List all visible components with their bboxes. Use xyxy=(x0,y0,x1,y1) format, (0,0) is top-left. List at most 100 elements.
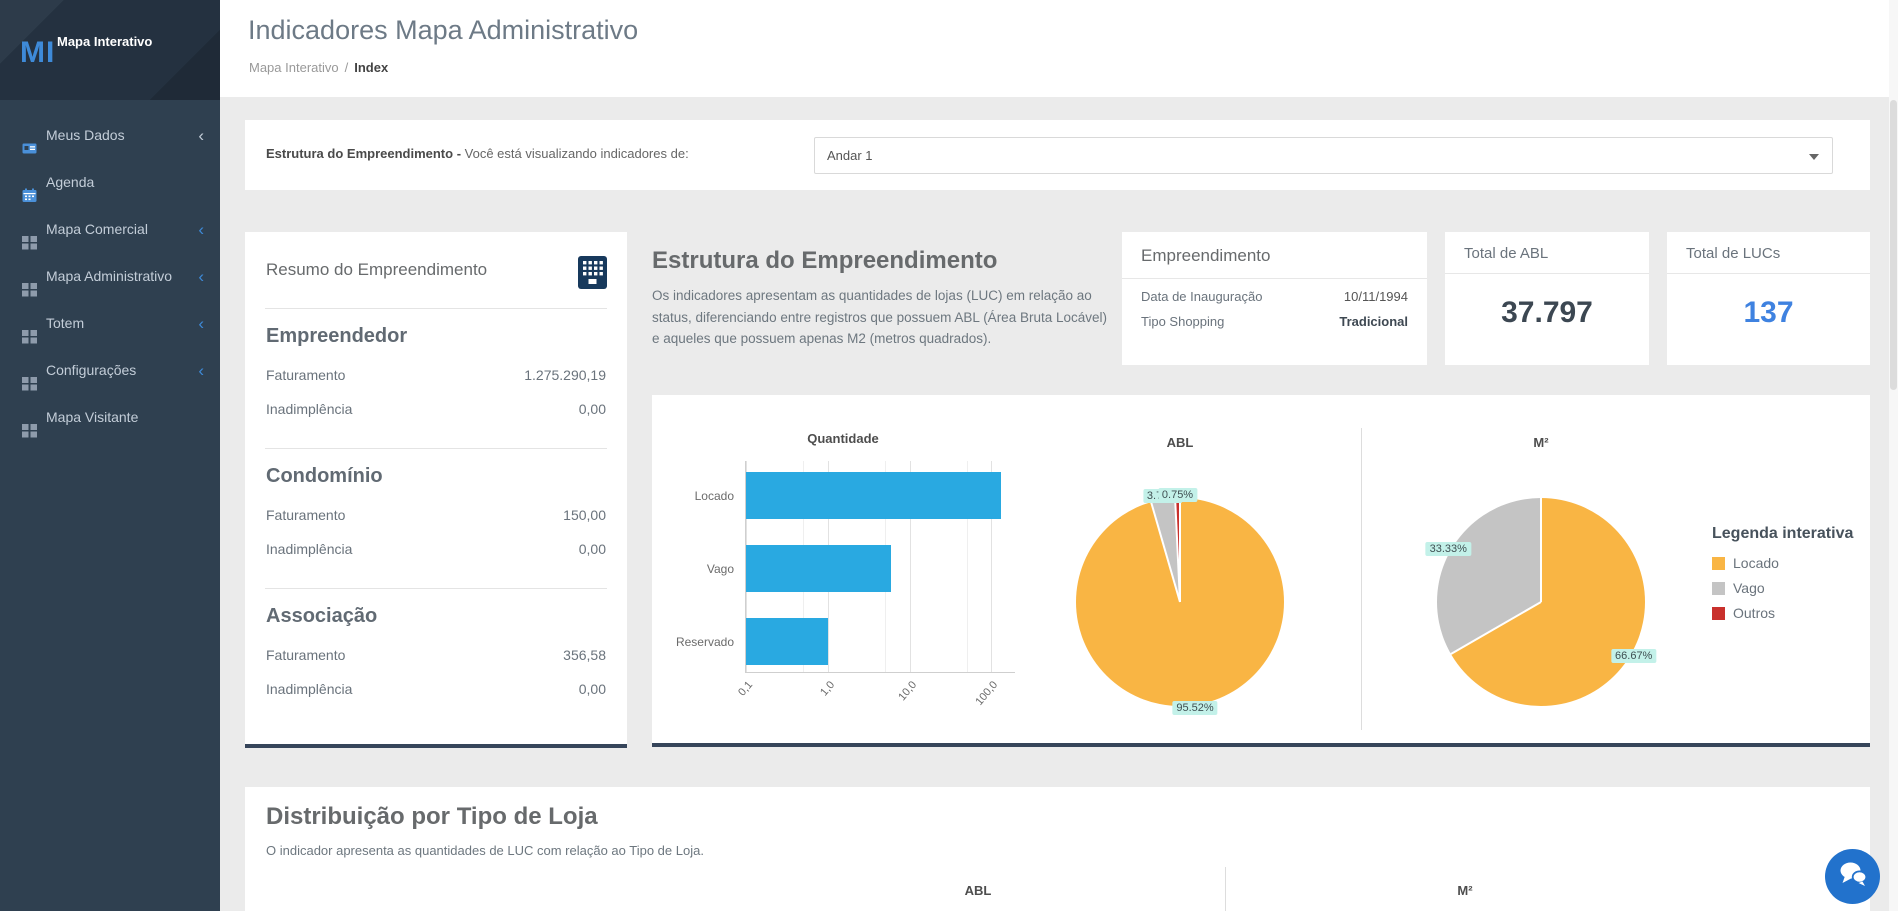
data-row: Inadimplência 0,00 xyxy=(266,541,606,557)
id-card-icon xyxy=(22,128,37,154)
pie-percentage-label: 33.33% xyxy=(1425,541,1471,556)
total-lucs-value: 137 xyxy=(1743,296,1794,329)
pie-percentage-label: 95.52% xyxy=(1172,700,1218,715)
sidebar-item-mapa-visitante[interactable]: Mapa Visitante xyxy=(0,394,220,441)
legend-item-outros[interactable]: Outros xyxy=(1712,605,1853,621)
chevron-left-icon: ‹ xyxy=(198,361,204,380)
estrutura-title: Estrutura do Empreendimento xyxy=(652,247,998,274)
logo: MI xyxy=(20,36,56,69)
pie-percentage-label: 66.67% xyxy=(1611,648,1657,663)
floor-select-value: Andar 1 xyxy=(827,148,873,163)
chevron-left-icon: ‹ xyxy=(198,126,204,145)
chat-bubbles-icon xyxy=(1838,861,1868,892)
pie-slice-gap xyxy=(1179,498,1181,602)
estrutura-description: Os indicadores apresentam as quantidades… xyxy=(652,288,1107,347)
pie-slice-gap xyxy=(1540,498,1542,602)
sidebar-item-mapa-administrativo[interactable]: Mapa Administrativo ‹ xyxy=(0,253,220,300)
x-axis-tick-label: 10,0 xyxy=(895,679,919,704)
chat-button[interactable] xyxy=(1825,849,1880,904)
distribuicao-abl-title: ABL xyxy=(964,883,992,898)
quantidade-bar-chart[interactable]: Locado Vago Reservado 0,1 1,0 10,0 100,0 xyxy=(676,461,1015,708)
distribuicao-description: O indicador apresenta as quantidades de … xyxy=(266,843,704,858)
data-row: Inadimplência 0,00 xyxy=(266,401,606,417)
total-abl-card: Total de ABL 37.797 xyxy=(1445,232,1649,365)
page-title: Indicadores Mapa Administrativo xyxy=(248,15,639,45)
bar-chart-title: Quantidade xyxy=(807,431,879,446)
chart-divider xyxy=(1225,867,1226,911)
chart-divider xyxy=(1361,428,1362,730)
building-calculator-icon xyxy=(578,256,607,294)
section-title: Empreendedor xyxy=(266,325,408,347)
resumo-section-associacao: Associação Faturamento 356,58 Inadimplênc… xyxy=(245,589,627,716)
total-abl-label: Total de ABL xyxy=(1445,232,1649,274)
data-row: Inadimplência 0,00 xyxy=(266,681,606,697)
vago-swatch xyxy=(1712,581,1725,595)
x-axis-tick-label: 100,0 xyxy=(973,679,1001,708)
bar-reservado[interactable] xyxy=(746,618,828,665)
breadcrumb-current: Index xyxy=(354,60,389,75)
data-row: Data de Inauguração 10/11/1994 xyxy=(1141,289,1408,304)
grid-icon xyxy=(22,222,37,250)
sidebar-nav: Meus Dados ‹ Agenda Mapa Comercial ‹ xyxy=(0,100,220,441)
empreendimento-title: Empreendimento xyxy=(1122,232,1427,279)
calendar-icon xyxy=(22,175,37,202)
legend-item-locado[interactable]: Locado xyxy=(1712,555,1853,571)
pie-percentage-label: 0.75% xyxy=(1157,488,1198,502)
structure-filter-card: Estrutura do Empreendimento - Você está … xyxy=(245,120,1870,190)
chart-legend: Legenda interativa Locado Vago Outros xyxy=(1712,525,1853,630)
x-axis-tick-label: 0,1 xyxy=(736,679,756,699)
empreendimento-card: Empreendimento Data de Inauguração 10/11/… xyxy=(1122,232,1427,365)
filter-label: Estrutura do Empreendimento - Você está … xyxy=(266,146,689,161)
total-abl-value: 37.797 xyxy=(1501,296,1593,329)
abl-pie-chart[interactable]: 95.52%3.73%0.75% xyxy=(1076,488,1284,715)
sidebar: MI Mapa Interativo Meus Dados ‹ Agenda xyxy=(0,0,220,911)
grid-icon xyxy=(22,316,37,344)
x-axis-tick-label: 1,0 xyxy=(817,679,837,699)
distribuicao-title: Distribuição por Tipo de Loja xyxy=(266,803,598,830)
sidebar-item-agenda[interactable]: Agenda xyxy=(0,159,220,206)
brand[interactable]: MI Mapa Interativo xyxy=(0,0,220,100)
grid-icon xyxy=(22,410,37,438)
locado-swatch xyxy=(1712,556,1725,570)
estrutura-section: Estrutura do Empreendimento Os indicador… xyxy=(652,247,1112,350)
resumo-section-condominio: Condomínio Faturamento 150,00 Inadimplênc… xyxy=(245,449,627,576)
breadcrumb-parent[interactable]: Mapa Interativo xyxy=(249,60,339,75)
bar-vago[interactable] xyxy=(746,545,892,592)
grid-icon xyxy=(22,363,37,391)
sidebar-item-meus-dados[interactable]: Meus Dados ‹ xyxy=(0,112,220,159)
scrollbar-thumb[interactable] xyxy=(1890,100,1897,390)
sidebar-item-label: Agenda xyxy=(46,174,95,190)
sidebar-item-label: Mapa Visitante xyxy=(46,409,139,425)
chevron-left-icon: ‹ xyxy=(198,267,204,286)
sidebar-item-totem[interactable]: Totem ‹ xyxy=(0,300,220,347)
sidebar-item-label: Mapa Comercial xyxy=(46,221,148,237)
sidebar-item-mapa-comercial[interactable]: Mapa Comercial ‹ xyxy=(0,206,220,253)
sidebar-item-configuracoes[interactable]: Configurações ‹ xyxy=(0,347,220,394)
legend-item-vago[interactable]: Vago xyxy=(1712,580,1853,596)
section-title: Associação xyxy=(266,605,378,627)
data-row: Tipo Shopping Tradicional xyxy=(1141,314,1408,329)
bar-category-label: Reservado xyxy=(675,634,734,649)
outros-swatch xyxy=(1712,606,1725,620)
m2-pie-title: M² xyxy=(1533,435,1549,450)
m2-pie-chart[interactable]: 66.67% 33.33% xyxy=(1425,498,1657,706)
brand-name: Mapa Interativo xyxy=(57,34,153,49)
bar-locado[interactable] xyxy=(746,472,1001,519)
data-row: Faturamento 1.275.290,19 xyxy=(266,367,606,383)
total-lucs-card: Total de LUCs 137 xyxy=(1667,232,1870,365)
sidebar-item-label: Meus Dados xyxy=(46,127,125,143)
chevron-left-icon: ‹ xyxy=(198,314,204,333)
legend-title: Legenda interativa xyxy=(1712,525,1854,542)
grid-icon xyxy=(22,269,37,297)
scrollbar-track[interactable] xyxy=(1889,0,1898,911)
resumo-card: Resumo do Empreendimento Empreendedor Fa… xyxy=(245,232,627,748)
floor-select[interactable]: Andar 1 xyxy=(814,137,1833,174)
data-row: Faturamento 356,58 xyxy=(266,647,606,663)
sidebar-item-label: Configurações xyxy=(46,362,137,378)
chevron-down-icon xyxy=(1809,154,1819,160)
chevron-left-icon: ‹ xyxy=(198,220,204,239)
abl-pie-title: ABL xyxy=(1166,435,1194,450)
total-lucs-label: Total de LUCs xyxy=(1667,232,1870,274)
breadcrumb: Mapa Interativo / Index xyxy=(249,60,389,75)
